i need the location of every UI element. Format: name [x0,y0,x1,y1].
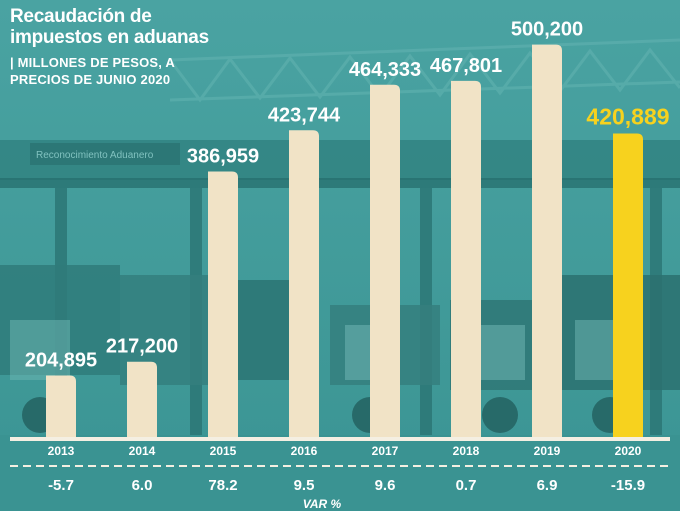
bar-2013 [46,375,76,437]
var-pct-label-2018: 0.7 [456,477,477,494]
chart-subtitle: | MILLONES DE PESOS, A PRECIOS DE JUNIO … [10,54,209,88]
value-label-2016: 423,744 [268,104,341,126]
bar-2017 [370,84,400,437]
title-block: Recaudación de impuestos en aduanas | MI… [10,6,209,88]
value-label-2015: 386,959 [187,145,259,167]
bars-group [46,44,643,438]
var-pct-label-2014: 6.0 [132,477,153,494]
value-labels-group: 204,895 217,200 386,959 423,744 464,333 467,8… [25,19,670,372]
x-axis-baseline [10,437,670,441]
chart-title: Recaudación de impuestos en aduanas [10,6,209,48]
ground [0,435,680,511]
value-label-2014: 217,200 [106,336,178,358]
value-label-2013: 204,895 [25,349,97,371]
chart-subtitle-line-2: PRECIOS DE JUNIO 2020 [10,72,171,87]
x-tick-label-2017: 2017 [372,444,399,458]
value-label-2018: 467,801 [430,55,502,77]
chart-title-line-1: Recaudación de [10,6,152,27]
var-pct-label-2015: 78.2 [208,477,237,494]
bar-2019 [532,44,562,438]
gantry-sign-text: Reconocimiento Aduanero [36,150,154,161]
bar-2020 [613,133,643,438]
bar-2018 [451,80,481,438]
x-tick-label-2016: 2016 [291,444,318,458]
bar-2015 [208,171,238,437]
var-pct-labels-group: -5.7 6.0 78.2 9.5 9.6 0.7 6.9 -15.9 [48,477,645,494]
bar-2014 [127,361,157,437]
var-pct-caption: VAR % [303,497,342,511]
var-pct-label-2020: -15.9 [611,477,645,494]
chart-subtitle-line-1: | MILLONES DE PESOS, A [10,55,176,70]
x-tick-label-2018: 2018 [453,444,480,458]
chart-title-line-2: impuestos en aduanas [10,27,209,48]
x-tick-label-2020: 2020 [615,444,642,458]
x-tick-label-2019: 2019 [534,444,561,458]
x-tick-label-2014: 2014 [129,444,156,458]
value-label-2019: 500,200 [511,19,583,41]
bar-2016 [289,130,319,438]
var-pct-label-2019: 6.9 [537,477,558,494]
gantry-truss [168,38,680,103]
value-label-2017: 464,333 [349,59,421,81]
var-pct-label-2016: 9.5 [294,477,315,494]
var-pct-label-2013: -5.7 [48,477,74,494]
x-tick-label-2013: 2013 [48,444,75,458]
x-tick-labels-group: 2013 2014 2015 2016 2017 2018 2019 2020 [48,444,642,458]
gantry-sign: Reconocimiento Aduanero [30,143,180,165]
var-pct-label-2017: 9.6 [375,477,396,494]
value-label-2020: 420,889 [586,103,669,129]
x-tick-label-2015: 2015 [210,444,237,458]
